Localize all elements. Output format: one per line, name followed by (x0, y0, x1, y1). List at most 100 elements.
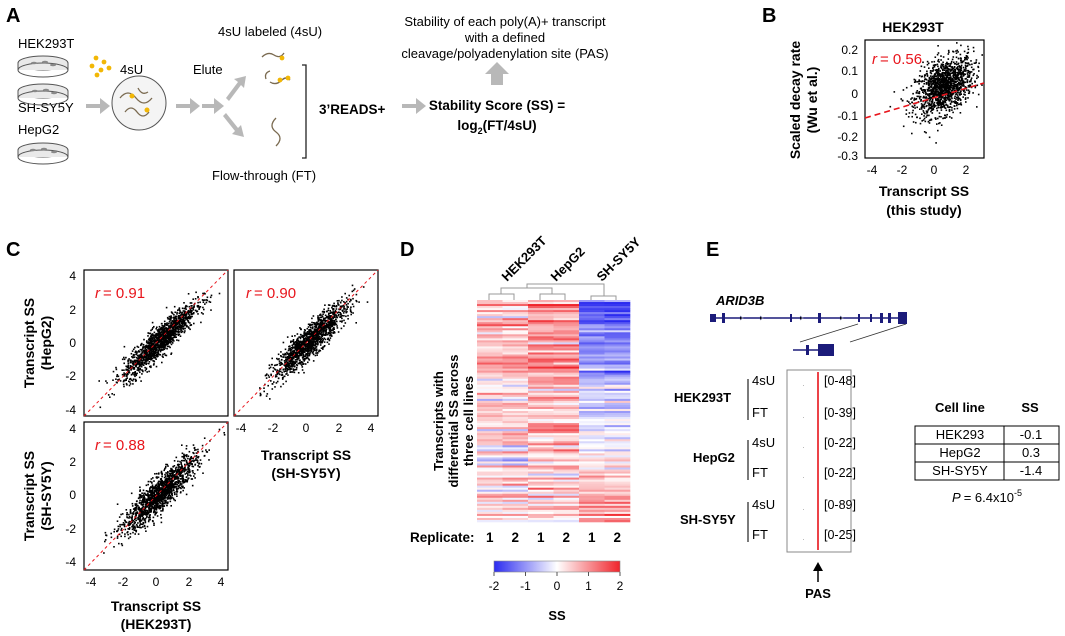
scatter-point (920, 80, 923, 83)
scatter-point (143, 349, 145, 352)
scatter-point (156, 354, 159, 356)
scatter-point (139, 523, 142, 525)
scatter-point (940, 81, 943, 84)
scatter-point (289, 352, 292, 355)
scatter-point (145, 368, 148, 370)
scatter-point (314, 340, 316, 343)
scatter-point (942, 100, 944, 102)
scatter-point (965, 101, 967, 103)
scatter-point (154, 473, 156, 475)
scatter-point (936, 123, 938, 125)
scatter-point (270, 374, 272, 377)
scatter-point (196, 310, 199, 312)
scatter-point (306, 343, 309, 345)
scatter-point (353, 288, 356, 290)
scatter-point (975, 61, 977, 63)
scatter-point (943, 79, 945, 81)
scatter-point (313, 348, 316, 350)
scatter-point (181, 466, 184, 468)
scatter-point (179, 314, 182, 317)
scatter-point (137, 346, 140, 348)
scatter-point (348, 294, 350, 297)
scatter-point (280, 385, 282, 388)
scatter-point (351, 303, 354, 305)
scatter-point (937, 99, 940, 102)
scatter-point (134, 361, 137, 363)
scatter-point (265, 395, 268, 397)
scatter-point (290, 340, 292, 343)
scatter-point (149, 511, 151, 513)
scatter-point (343, 307, 345, 309)
scatter-point (971, 82, 973, 85)
scatter-point (304, 363, 307, 365)
scatter-point (155, 484, 158, 487)
scatter-point (134, 504, 137, 506)
scatter-point (136, 367, 139, 369)
scatter-point (286, 367, 288, 370)
scatter-point (947, 85, 949, 87)
scatter-point (918, 91, 921, 93)
scatter-point (182, 310, 185, 312)
scatter-point (927, 82, 930, 85)
scatter-point (930, 85, 933, 87)
scatter-point (162, 343, 164, 346)
scatter-point (314, 333, 317, 335)
scatter-point (140, 363, 142, 366)
scatter-point (905, 109, 908, 111)
scatter-point (922, 110, 925, 112)
scatter-point (298, 354, 301, 356)
scatter-point (117, 379, 119, 381)
scatter-point (120, 543, 123, 545)
scatter-point (967, 64, 969, 67)
scatter-point (209, 301, 212, 303)
scatter-point (339, 316, 341, 318)
scatter-point (182, 325, 185, 328)
scatter-point (362, 286, 365, 288)
scatter-point (952, 74, 954, 77)
scatter-point (959, 87, 961, 89)
scatter-point (162, 325, 165, 327)
scatter-point (948, 93, 950, 95)
scatter-point (113, 393, 115, 396)
scatter-point (178, 333, 181, 336)
scatter-point (163, 324, 166, 327)
scatter-point (341, 320, 343, 322)
scatter-point (179, 311, 182, 313)
scatter-point (175, 315, 178, 318)
scatter-point (920, 103, 923, 105)
scatter-point (140, 361, 142, 363)
scatter-point (950, 95, 952, 97)
scatter-point (971, 63, 973, 66)
scatter-point (159, 342, 162, 345)
scatter-point (902, 89, 905, 91)
scatter-point (948, 109, 951, 111)
scatter-point (155, 334, 157, 337)
scatter-point (324, 332, 327, 335)
scatter-point (168, 345, 170, 348)
scatter-point (303, 337, 306, 340)
scatter-point (940, 79, 942, 82)
scatter-point (347, 306, 349, 308)
scatter-point (315, 348, 318, 351)
scatter-point (329, 321, 332, 323)
scatter-point (330, 331, 332, 334)
scatter-point (318, 324, 321, 327)
scatter-point (920, 108, 923, 110)
cell-line-shsy5y: SH-SY5Y (18, 100, 74, 115)
scatter-point (166, 340, 169, 343)
scatter-point (132, 379, 134, 382)
scatter-point (954, 100, 956, 102)
scatter-point (126, 368, 129, 371)
scatter-point (269, 366, 272, 369)
scatter-point (323, 325, 325, 327)
scatter-point (336, 316, 339, 319)
scatter-point (334, 321, 336, 323)
scatter-point (189, 322, 191, 324)
scatter-point (179, 316, 181, 319)
scatter-point (932, 95, 934, 98)
scatter-point (931, 70, 933, 72)
scatter-point (271, 388, 274, 390)
scatter-point (177, 330, 180, 332)
